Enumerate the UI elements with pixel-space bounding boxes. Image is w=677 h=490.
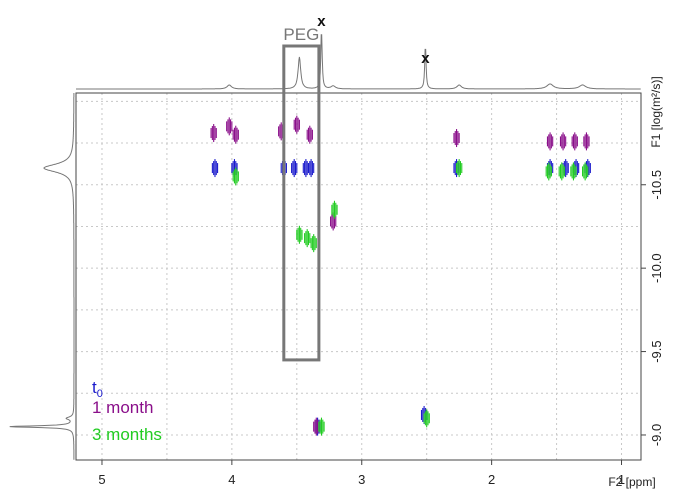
- contour-peak: [294, 116, 299, 134]
- x-tick-label: 4: [228, 472, 235, 487]
- y-tick-label: -10.5: [649, 170, 664, 200]
- contour-peak: [571, 162, 576, 180]
- y-tick-label: -9.5: [649, 340, 664, 362]
- contour-peak: [546, 162, 551, 180]
- contour-peak: [559, 162, 564, 180]
- contour-peak: [307, 126, 312, 144]
- y-axis-ticks: -10.5 -10.0 -9.5 -9.0: [641, 170, 664, 446]
- solvent-marker-x: x: [317, 13, 326, 30]
- projection-spectra: [10, 35, 641, 460]
- x-tick-label: 5: [98, 472, 105, 487]
- contour-peak: [583, 162, 588, 180]
- x-tick-label: 3: [358, 472, 365, 487]
- contour-peak: [572, 132, 577, 150]
- contour-peak: [233, 126, 238, 144]
- contour-peak: [292, 159, 297, 177]
- contour-peak: [454, 129, 459, 147]
- solvent-marker-x: x: [421, 50, 430, 67]
- contour-peak: [332, 201, 337, 219]
- x-axis-title: F2 [ppm]: [608, 475, 655, 489]
- peg-label: PEG: [283, 25, 319, 44]
- y-axis-title: F1 [log(m²/s)]: [649, 76, 663, 147]
- contour-peak: [584, 132, 589, 150]
- x-tick-label: 2: [488, 472, 495, 487]
- contour-peak: [297, 226, 302, 244]
- y-tick-label: -9.0: [649, 424, 664, 446]
- contour-peak: [308, 159, 313, 177]
- contour-peak: [305, 229, 310, 247]
- contour-peak: [211, 124, 216, 142]
- contour-peak: [227, 117, 232, 135]
- contour-peak: [424, 409, 429, 427]
- contour-peaks: [211, 116, 590, 436]
- legend: t0 1 month 3 months: [92, 378, 162, 444]
- contour-peak: [457, 159, 462, 177]
- contour-peak: [212, 159, 217, 177]
- contour-peak: [311, 234, 316, 252]
- f1-projection-spectrum: [10, 93, 74, 460]
- contour-peak: [319, 418, 324, 436]
- legend-1-month: 1 month: [92, 398, 153, 417]
- contour-peak: [560, 132, 565, 150]
- legend-t0: t0: [92, 378, 103, 400]
- contour-peak: [547, 132, 552, 150]
- y-tick-label: -10.0: [649, 253, 664, 283]
- legend-3-months: 3 months: [92, 425, 162, 444]
- grid-lines: [76, 93, 641, 460]
- contour-peak: [314, 418, 319, 436]
- contour-peak: [233, 167, 238, 185]
- f2-projection-spectrum: [76, 35, 641, 89]
- contour-peak: [303, 159, 308, 177]
